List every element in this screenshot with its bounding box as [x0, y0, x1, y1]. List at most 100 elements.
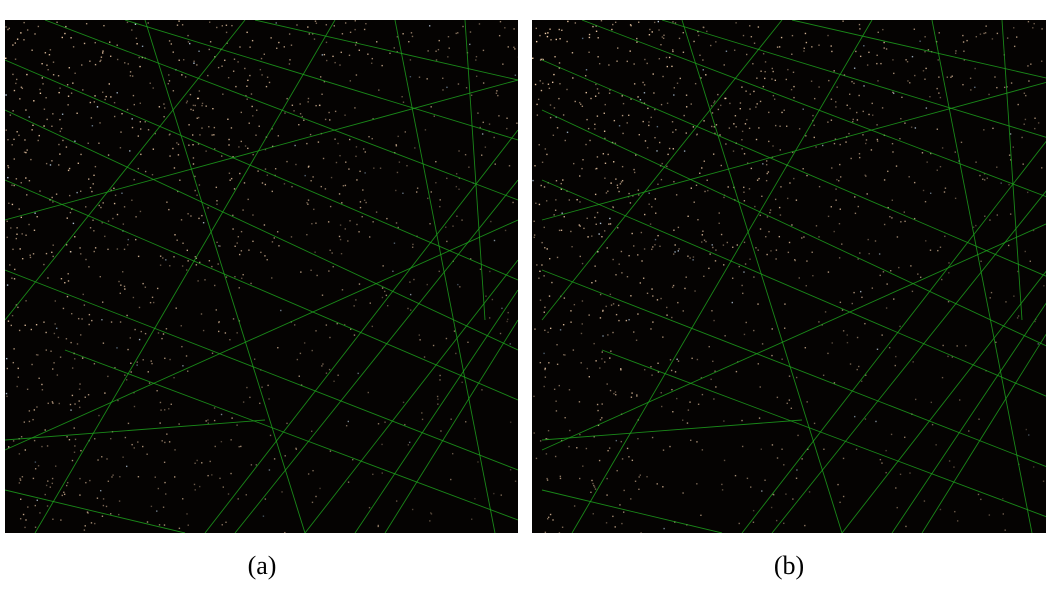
star	[725, 97, 727, 100]
star	[351, 458, 354, 461]
star	[780, 36, 783, 39]
star	[558, 229, 561, 232]
star	[648, 34, 651, 36]
star	[863, 45, 865, 47]
star	[234, 245, 236, 248]
star	[9, 114, 12, 116]
star	[666, 165, 668, 168]
star	[64, 282, 66, 284]
star	[186, 100, 189, 102]
star	[567, 20, 569, 23]
star	[228, 138, 230, 141]
star	[184, 76, 187, 78]
star	[102, 498, 105, 500]
star	[637, 96, 639, 98]
star	[561, 526, 564, 528]
star	[67, 169, 70, 172]
star	[428, 25, 431, 27]
star	[865, 374, 867, 376]
star	[610, 182, 612, 184]
star	[92, 183, 94, 185]
star	[85, 481, 87, 484]
star	[358, 231, 360, 233]
star	[100, 59, 102, 62]
star	[612, 303, 615, 305]
star	[168, 80, 171, 82]
star	[152, 148, 155, 150]
star	[16, 131, 18, 133]
star	[226, 42, 228, 44]
star	[176, 24, 179, 26]
star	[9, 264, 11, 266]
star	[790, 407, 793, 410]
star	[170, 43, 173, 45]
star	[514, 74, 517, 76]
star	[240, 111, 242, 114]
star	[551, 81, 554, 84]
star	[1024, 250, 1026, 253]
star	[11, 277, 13, 279]
star	[856, 368, 858, 371]
star	[329, 205, 332, 208]
star	[687, 409, 690, 411]
star	[613, 119, 616, 122]
star	[252, 214, 254, 216]
star	[127, 244, 129, 246]
star	[409, 59, 412, 61]
star	[27, 506, 29, 508]
star	[156, 510, 158, 512]
star	[611, 28, 613, 31]
star	[18, 329, 21, 332]
star	[848, 132, 850, 135]
star	[200, 313, 203, 315]
star	[772, 70, 774, 73]
star	[975, 36, 978, 38]
star	[762, 53, 765, 55]
star	[20, 86, 23, 88]
star	[368, 136, 370, 138]
star	[217, 330, 220, 333]
star	[18, 482, 21, 484]
star	[930, 152, 932, 155]
star	[827, 271, 830, 273]
star	[89, 101, 92, 104]
green-line	[384, 319, 518, 533]
star	[643, 248, 646, 250]
star	[848, 93, 851, 95]
star	[262, 515, 265, 517]
green-line	[354, 289, 518, 533]
star	[74, 445, 76, 447]
star	[59, 87, 61, 89]
star	[608, 223, 610, 225]
star	[996, 214, 999, 216]
star	[196, 459, 198, 462]
star	[538, 203, 541, 206]
star	[317, 141, 320, 143]
star	[697, 30, 699, 33]
star	[457, 283, 459, 286]
star	[712, 246, 714, 249]
star	[347, 240, 349, 242]
star	[785, 493, 787, 495]
star	[572, 349, 575, 351]
star	[648, 121, 650, 123]
star	[174, 234, 176, 236]
star	[144, 332, 147, 335]
star	[608, 64, 610, 66]
star	[386, 304, 389, 307]
star	[442, 89, 444, 91]
star	[59, 356, 62, 358]
star	[804, 32, 807, 35]
star	[746, 477, 749, 480]
star	[66, 217, 68, 219]
star	[506, 320, 508, 323]
star	[541, 241, 543, 244]
star	[953, 466, 955, 468]
star	[579, 225, 581, 227]
star	[732, 246, 734, 248]
star	[892, 151, 894, 153]
star	[791, 34, 794, 37]
star	[261, 74, 263, 76]
star	[221, 65, 223, 67]
star	[215, 186, 218, 189]
